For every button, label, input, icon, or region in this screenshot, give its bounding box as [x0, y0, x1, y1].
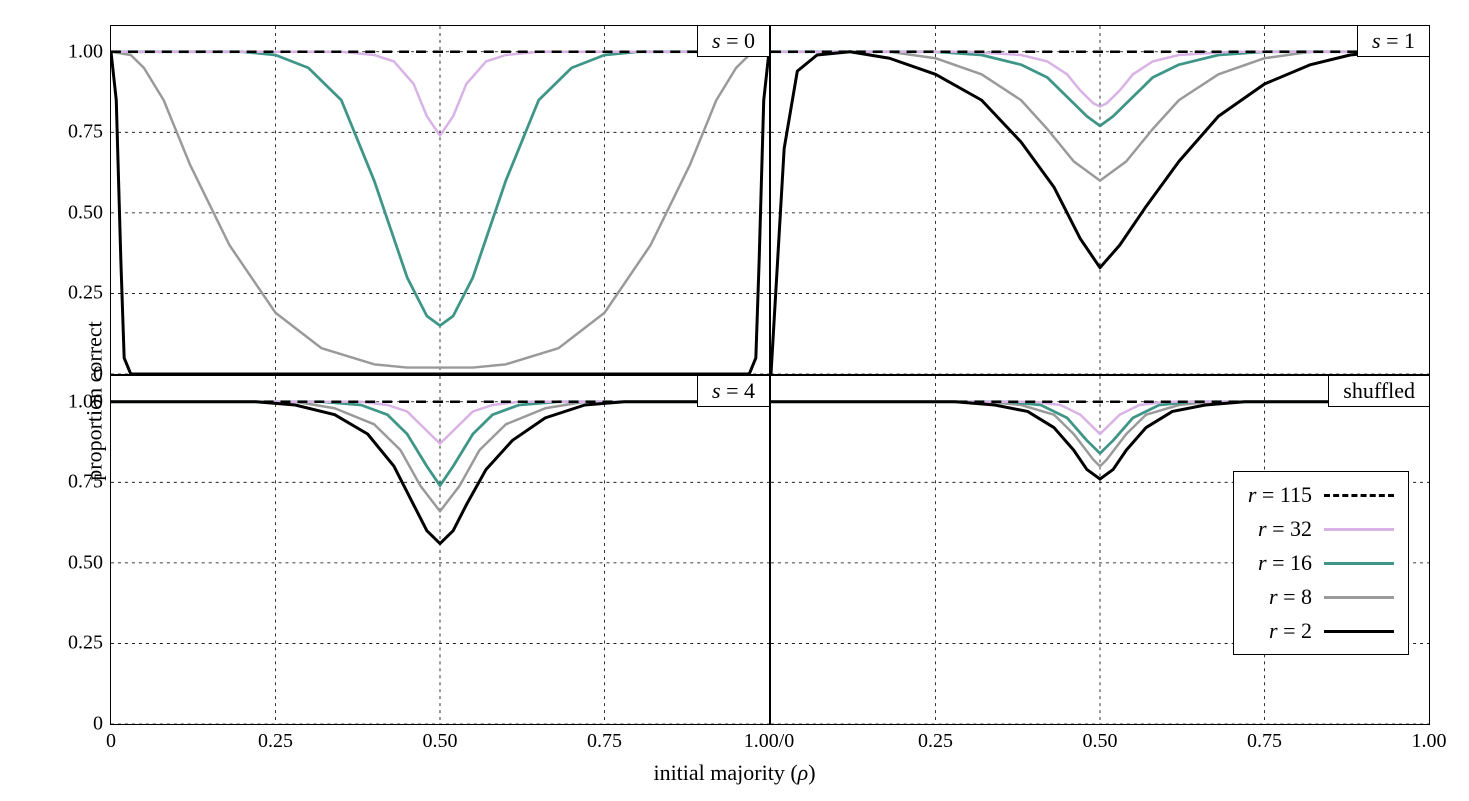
y-tick-label: 0 — [93, 363, 103, 386]
series-r32 — [111, 402, 769, 444]
chart-svg — [111, 376, 769, 724]
legend-swatch — [1324, 562, 1394, 565]
legend-label: r = 8 — [1269, 584, 1312, 610]
panel-s1: s = 1 — [770, 25, 1430, 375]
x-tick-label: 0.50 — [423, 730, 458, 753]
legend-item: r = 16 — [1248, 546, 1394, 580]
legend-label: r = 115 — [1248, 482, 1312, 508]
x-tick-label: 1.00 — [1412, 730, 1447, 753]
legend: r = 115 r = 32 r = 16 r = 8 r = 2 — [1233, 471, 1409, 655]
legend-swatch — [1324, 630, 1394, 633]
legend-label: r = 32 — [1258, 516, 1312, 542]
legend-item: r = 8 — [1248, 580, 1394, 614]
panel-title: shuffled — [1328, 376, 1429, 407]
y-tick-label: 0.50 — [68, 551, 103, 574]
series-r32 — [111, 52, 769, 136]
figure: proportion correct initial majority (ρ) … — [20, 20, 1449, 781]
y-tick-label: 0.25 — [68, 632, 103, 655]
legend-label: r = 2 — [1269, 618, 1312, 644]
y-tick-label: 0.50 — [68, 201, 103, 224]
panel-title: s = 1 — [1357, 26, 1429, 57]
y-tick-label: 0.25 — [68, 282, 103, 305]
x-tick-label: 0.25 — [258, 730, 293, 753]
legend-swatch — [1324, 596, 1394, 599]
series-r8 — [771, 52, 1429, 181]
x-axis-label: initial majority (ρ) — [653, 760, 815, 786]
x-tick-label: 0 — [106, 730, 116, 753]
x-tick-label: 0.25 — [918, 730, 953, 753]
legend-item: r = 32 — [1248, 512, 1394, 546]
panel-title: s = 0 — [697, 26, 769, 57]
panel-shuffled: shuffled0.250.500.751.00r = 115r = 32r =… — [770, 375, 1430, 725]
x-tick-label: 0.75 — [1247, 730, 1282, 753]
y-tick-label: 0 — [93, 713, 103, 736]
legend-item: r = 115 — [1248, 478, 1394, 512]
legend-swatch — [1324, 528, 1394, 531]
chart-svg — [111, 26, 769, 374]
panel-s4: s = 400.250.500.751.0000.250.500.751.00/… — [110, 375, 770, 725]
x-tick-label: 1.00/0 — [744, 730, 795, 753]
legend-item: r = 2 — [1248, 614, 1394, 648]
y-tick-label: 0.75 — [68, 471, 103, 494]
y-tick-label: 0.75 — [68, 121, 103, 144]
panel-grid: s = 000.250.500.751.00 s = 1 s = 400.250.5… — [110, 25, 1430, 725]
x-tick-label: 0.75 — [587, 730, 622, 753]
legend-swatch — [1324, 494, 1394, 497]
y-tick-label: 1.00 — [68, 390, 103, 413]
y-tick-label: 1.00 — [68, 40, 103, 63]
panel-s0: s = 000.250.500.751.00 — [110, 25, 770, 375]
chart-svg — [771, 26, 1429, 374]
panel-title: s = 4 — [697, 376, 769, 407]
legend-label: r = 16 — [1258, 550, 1312, 576]
x-tick-label: 0.50 — [1083, 730, 1118, 753]
